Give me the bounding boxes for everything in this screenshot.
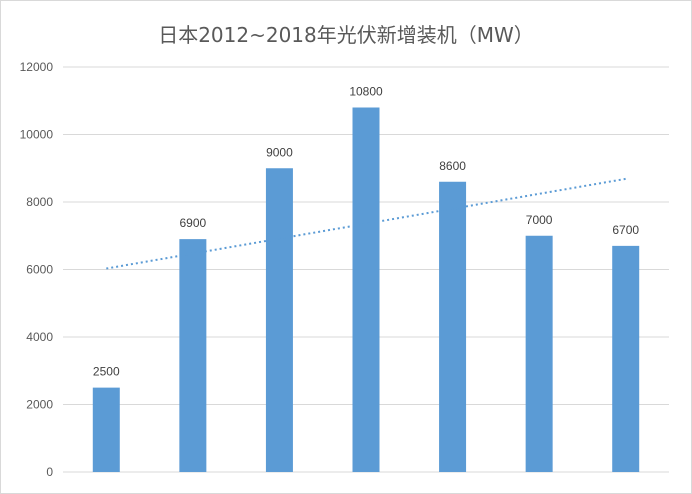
y-tick-label: 2000 (26, 398, 53, 412)
data-label: 6900 (180, 216, 207, 230)
data-label: 9000 (266, 145, 293, 159)
chart-title: 日本2012~2018年光伏新增装机（MW） (158, 23, 534, 47)
data-label: 7000 (526, 213, 553, 227)
bar (265, 168, 293, 472)
y-tick-label: 4000 (26, 330, 53, 344)
y-tick-label: 10000 (20, 128, 54, 142)
data-label: 6700 (612, 223, 639, 237)
data-label: 10800 (349, 85, 383, 99)
y-tick-label: 0 (46, 465, 53, 479)
bar (352, 107, 380, 472)
bar (525, 235, 553, 472)
bar (612, 245, 640, 472)
data-label: 8600 (439, 159, 466, 173)
bar (92, 387, 120, 472)
y-tick-label: 8000 (26, 195, 53, 209)
bar (439, 181, 467, 472)
bar (179, 239, 207, 472)
data-label: 2500 (93, 365, 120, 379)
y-tick-label: 12000 (20, 60, 54, 74)
y-tick-label: 6000 (26, 263, 53, 277)
